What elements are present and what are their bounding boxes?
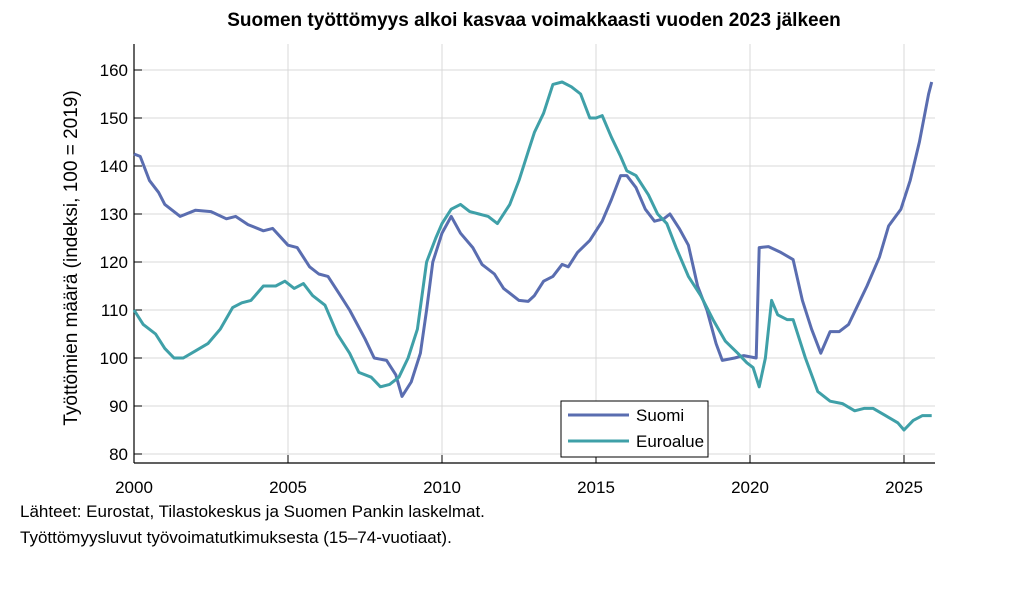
y-tick-label: 130 <box>100 205 128 224</box>
y-tick-label: 110 <box>101 301 128 320</box>
y-tick-label: 100 <box>100 349 128 368</box>
x-tick-label: 2025 <box>885 478 923 497</box>
y-axis-label: Työttömien määrä (indeksi, 100 = 2019) <box>61 90 82 425</box>
x-tick-label: 2015 <box>577 478 615 497</box>
x-tick-label: 2000 <box>115 478 153 497</box>
series-line-euroalue <box>132 80 932 432</box>
source-note: Lähteet: Eurostat, Tilastokeskus ja Suom… <box>20 502 485 521</box>
data-note: Työttömyysluvut työvoimatutkimuksesta (1… <box>20 528 452 547</box>
series-line-suomi <box>133 81 934 398</box>
y-tick-label: 120 <box>100 253 128 272</box>
y-tick-label: 90 <box>109 397 128 416</box>
axes: 80 90 100 110 120 130 140 150 160 2000 2005 2010 201… <box>100 44 935 497</box>
x-tick-label: 2020 <box>731 478 769 497</box>
chart-title: Suomen työttömyys alkoi kasvaa voimakkaa… <box>227 10 841 31</box>
legend: Suomi Euroalue <box>560 400 709 458</box>
y-tick-label: 80 <box>109 445 128 464</box>
x-tick-label: 2010 <box>423 478 461 497</box>
legend-label-euroalue: Euroalue <box>636 432 704 451</box>
y-tick-label: 160 <box>100 61 128 80</box>
series-lines <box>132 80 934 432</box>
gridlines <box>134 44 935 463</box>
legend-label-suomi: Suomi <box>636 406 684 425</box>
y-tick-label: 140 <box>100 157 128 176</box>
x-tick-label: 2005 <box>269 478 307 497</box>
y-tick-label: 150 <box>100 109 128 128</box>
